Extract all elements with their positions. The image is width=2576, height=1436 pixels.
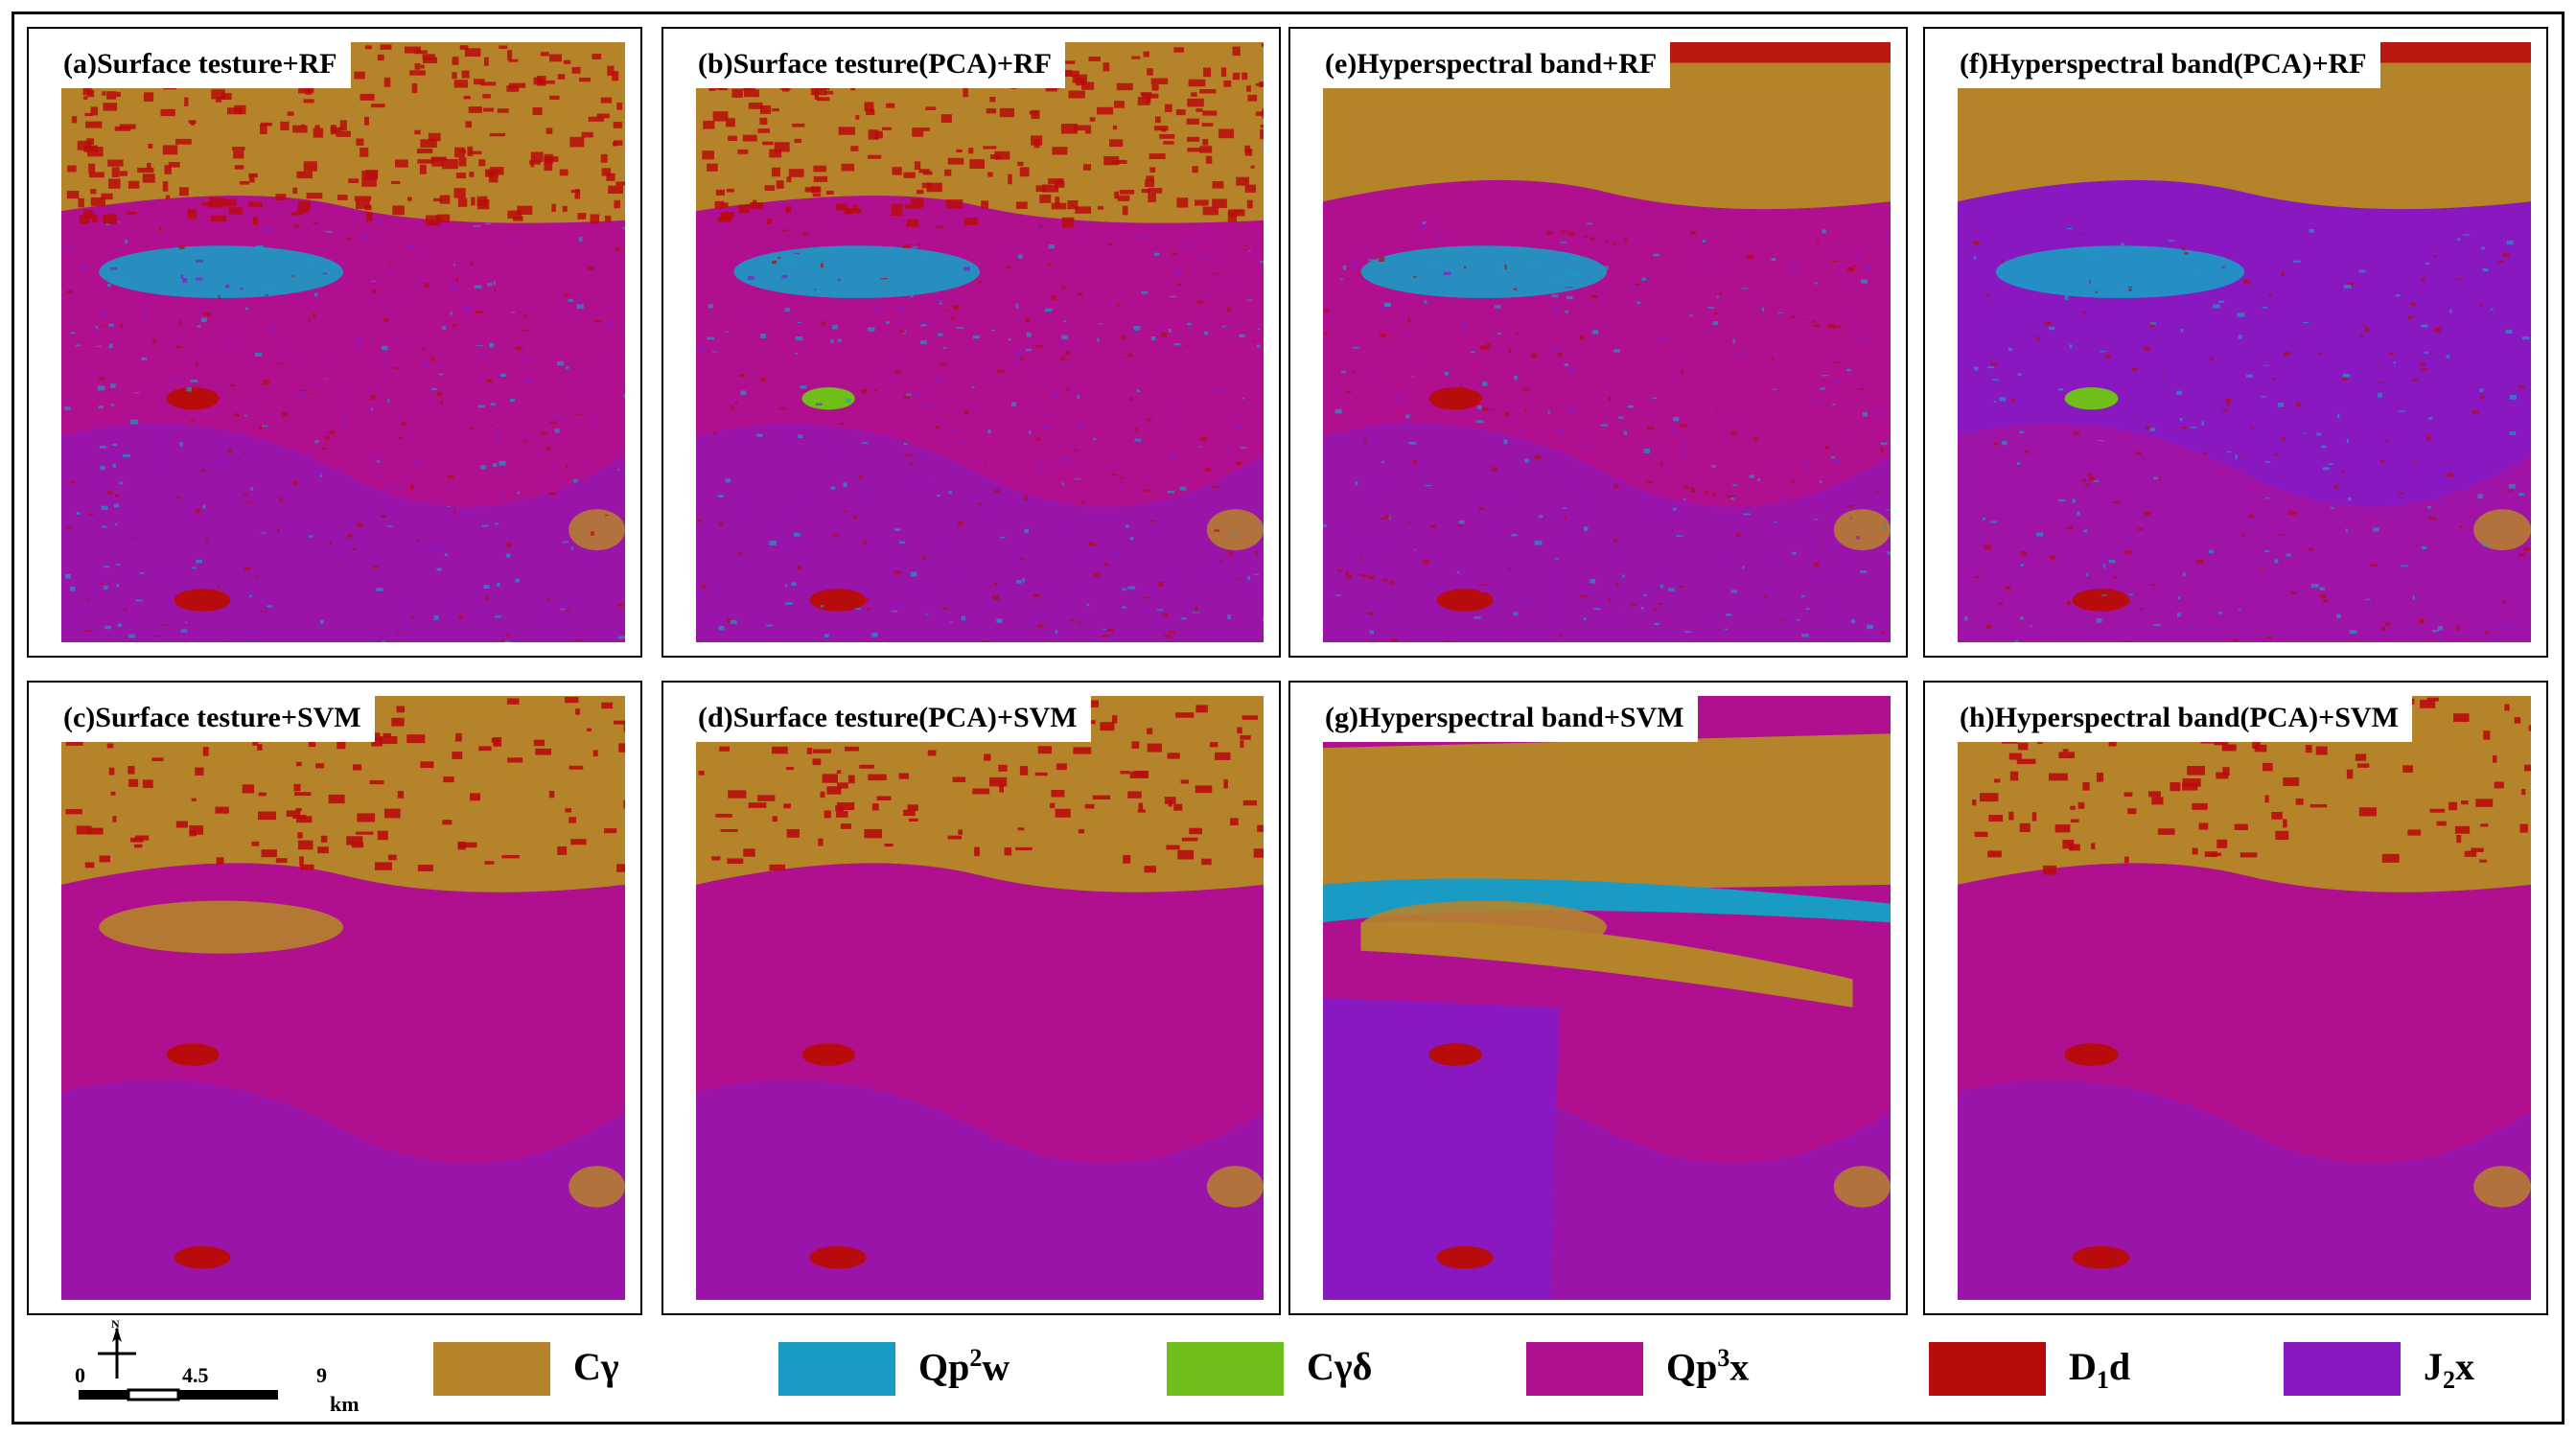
map-patch-region bbox=[569, 509, 625, 551]
map-panel: (g)Hyperspectral band+SVM bbox=[1288, 681, 1908, 1315]
map-canvas bbox=[61, 42, 625, 642]
classification-map bbox=[696, 696, 1264, 1300]
legend-label: J2x bbox=[2424, 1345, 2474, 1394]
panel-title: (d)Surface testure(PCA)+SVM bbox=[690, 696, 1091, 742]
north-arrow-icon bbox=[79, 1327, 278, 1401]
map-patch-region bbox=[569, 1166, 625, 1208]
panel-title: (h)Hyperspectral band(PCA)+SVM bbox=[1952, 696, 2412, 742]
map-canvas bbox=[1323, 42, 1891, 642]
map-patch-region bbox=[174, 589, 231, 612]
map-panel: (e)Hyperspectral band+RF bbox=[1288, 27, 1908, 658]
panel-title: (g)Hyperspectral band+SVM bbox=[1317, 696, 1698, 742]
scale-tick-1: 4.5 bbox=[182, 1363, 209, 1387]
map-lower-region bbox=[1323, 423, 1891, 642]
panel-title: (a)Surface testure+RF bbox=[56, 42, 351, 88]
map-canvas bbox=[61, 696, 625, 1300]
legend-swatch bbox=[1167, 1342, 1284, 1396]
legend-label: D1d bbox=[2069, 1345, 2131, 1394]
legend-swatch bbox=[2284, 1342, 2401, 1396]
map-upland-region bbox=[1323, 733, 1891, 894]
map-patch-region bbox=[1206, 1166, 1264, 1208]
legend-swatch bbox=[778, 1342, 895, 1396]
map-lake-region bbox=[1995, 245, 2244, 299]
map-patch-region bbox=[801, 1043, 855, 1066]
map-lake-region bbox=[1360, 245, 1607, 299]
map-lower-region bbox=[696, 423, 1264, 642]
map-patch-region bbox=[2064, 386, 2119, 410]
legend-label: Qp2w bbox=[918, 1344, 1010, 1389]
map-patch-region bbox=[1206, 509, 1264, 551]
classification-map bbox=[1323, 42, 1891, 642]
panel-title: (b)Surface testure(PCA)+RF bbox=[690, 42, 1065, 88]
panel-title: (e)Hyperspectral band+RF bbox=[1317, 42, 1671, 88]
map-patch-region bbox=[2473, 509, 2531, 551]
legend-label: Qp3x bbox=[1666, 1344, 1750, 1389]
map-patch-region bbox=[1436, 589, 1494, 612]
scale-tick-2: 9 bbox=[316, 1363, 327, 1387]
map-patch-region bbox=[1833, 1166, 1891, 1208]
map-upland-region bbox=[1958, 696, 2531, 892]
map-patch-region bbox=[1428, 1043, 1482, 1066]
classification-map bbox=[61, 696, 625, 1300]
map-patch-region bbox=[174, 1245, 231, 1269]
map-lower-region bbox=[61, 1079, 625, 1300]
map-upland-region bbox=[61, 696, 625, 892]
legend-swatch bbox=[1929, 1342, 2046, 1396]
map-patch-region bbox=[1833, 509, 1891, 551]
map-panel: (f)Hyperspectral band(PCA)+RF bbox=[1923, 27, 2548, 658]
map-patch-region bbox=[2473, 1166, 2531, 1208]
map-lower-region bbox=[696, 1079, 1264, 1300]
legend-label: Cγδ bbox=[1307, 1345, 1373, 1388]
map-patch-region bbox=[2072, 589, 2130, 612]
map-lake-region bbox=[733, 245, 980, 299]
map-canvas bbox=[1958, 42, 2531, 642]
map-lower-region bbox=[1958, 423, 2531, 642]
classification-map bbox=[696, 42, 1264, 642]
map-patch-region bbox=[809, 1245, 867, 1269]
map-panel: (a)Surface testure+RF bbox=[27, 27, 642, 658]
map-patch-region bbox=[1428, 386, 1482, 410]
map-canvas bbox=[1323, 696, 1891, 1300]
scale-unit: km bbox=[330, 1392, 360, 1416]
north-label: N bbox=[111, 1317, 120, 1331]
map-lower-region bbox=[1958, 1079, 2531, 1300]
panel-title: (f)Hyperspectral band(PCA)+RF bbox=[1952, 42, 2380, 88]
classification-map bbox=[1958, 696, 2531, 1300]
map-west-region bbox=[1323, 998, 1560, 1300]
map-panel: (b)Surface testure(PCA)+RF bbox=[661, 27, 1281, 658]
legend-swatch bbox=[433, 1342, 550, 1396]
map-panel: (c)Surface testure+SVM bbox=[27, 681, 642, 1315]
map-canvas bbox=[1958, 696, 2531, 1300]
map-canvas bbox=[696, 42, 1264, 642]
map-panel: (d)Surface testure(PCA)+SVM bbox=[661, 681, 1281, 1315]
map-panel: (h)Hyperspectral band(PCA)+SVM bbox=[1923, 681, 2548, 1315]
legend: N 0 4.5 9 km Cγ Qp2w Cγδ Qp3x D1d J2x bbox=[12, 1317, 2564, 1419]
map-patch-region bbox=[166, 386, 220, 410]
map-canvas bbox=[696, 696, 1264, 1300]
map-patch-region bbox=[166, 1043, 220, 1066]
classification-map bbox=[1323, 696, 1891, 1300]
legend-swatch bbox=[1526, 1342, 1643, 1396]
map-lake-region bbox=[99, 245, 343, 299]
map-patch-region bbox=[2072, 1245, 2130, 1269]
legend-label: Cγ bbox=[573, 1345, 619, 1388]
scale-bar: N 0 4.5 9 km bbox=[59, 1317, 376, 1419]
map-lake-region bbox=[1360, 900, 1607, 954]
classification-map bbox=[61, 42, 625, 642]
map-lake-region bbox=[99, 900, 343, 954]
panel-title: (c)Surface testure+SVM bbox=[56, 696, 375, 742]
scale-tick-0: 0 bbox=[75, 1363, 85, 1387]
classification-map bbox=[1958, 42, 2531, 642]
map-patch-region bbox=[801, 386, 855, 410]
map-patch-region bbox=[1436, 1245, 1494, 1269]
map-patch-region bbox=[2064, 1043, 2119, 1066]
